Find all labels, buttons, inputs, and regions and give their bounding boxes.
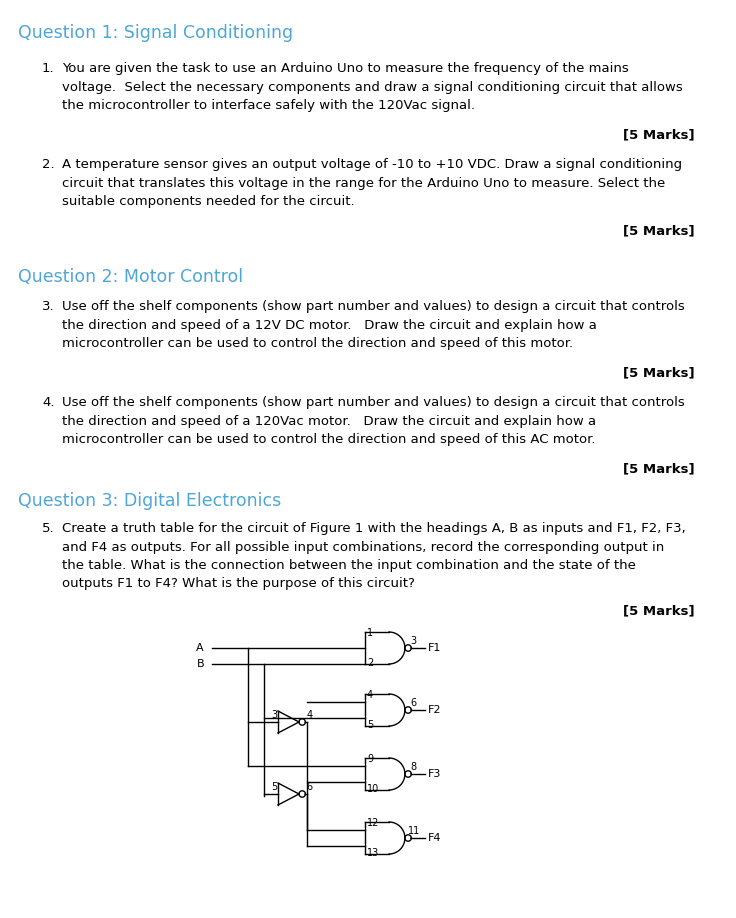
Text: 2.: 2. (42, 158, 54, 171)
Text: Question 1: Signal Conditioning: Question 1: Signal Conditioning (18, 24, 293, 42)
Text: 5: 5 (367, 720, 373, 730)
Text: F1: F1 (428, 643, 442, 653)
Text: 3.: 3. (42, 300, 54, 313)
Text: B: B (197, 659, 204, 669)
Text: F4: F4 (428, 833, 442, 843)
Text: You are given the task to use an Arduino Uno to measure the frequency of the mai: You are given the task to use an Arduino… (62, 62, 683, 112)
Text: 9: 9 (367, 754, 373, 764)
Text: [5 Marks]: [5 Marks] (623, 462, 695, 475)
Text: 5: 5 (271, 782, 277, 792)
Text: 5.: 5. (42, 522, 54, 535)
Text: 1: 1 (367, 628, 373, 638)
Text: F2: F2 (428, 705, 442, 715)
Text: 10: 10 (367, 784, 379, 794)
Text: [5 Marks]: [5 Marks] (623, 604, 695, 617)
Text: A: A (197, 643, 204, 653)
Text: 1.: 1. (42, 62, 54, 75)
Text: 6: 6 (411, 698, 417, 708)
Text: [5 Marks]: [5 Marks] (623, 224, 695, 237)
Text: 3: 3 (271, 710, 277, 720)
Text: F3: F3 (428, 769, 442, 779)
Text: 4: 4 (306, 710, 313, 720)
Text: 3: 3 (411, 636, 417, 646)
Text: [5 Marks]: [5 Marks] (623, 366, 695, 379)
Text: Use off the shelf components (show part number and values) to design a circuit t: Use off the shelf components (show part … (62, 300, 684, 350)
Text: 11: 11 (408, 826, 420, 836)
Text: 2: 2 (367, 658, 373, 668)
Text: Question 2: Motor Control: Question 2: Motor Control (18, 268, 243, 286)
Text: 12: 12 (367, 818, 379, 828)
Text: A temperature sensor gives an output voltage of -10 to +10 VDC. Draw a signal co: A temperature sensor gives an output vol… (62, 158, 682, 208)
Text: [5 Marks]: [5 Marks] (623, 128, 695, 141)
Text: Create a truth table for the circuit of Figure 1 with the headings A, B as input: Create a truth table for the circuit of … (62, 522, 686, 590)
Text: 4: 4 (367, 690, 373, 700)
Text: 6: 6 (306, 782, 313, 792)
Text: Question 3: Digital Electronics: Question 3: Digital Electronics (18, 492, 281, 510)
Text: 13: 13 (367, 848, 379, 858)
Text: 8: 8 (411, 762, 417, 772)
Text: 4.: 4. (42, 396, 54, 409)
Text: Use off the shelf components (show part number and values) to design a circuit t: Use off the shelf components (show part … (62, 396, 684, 446)
